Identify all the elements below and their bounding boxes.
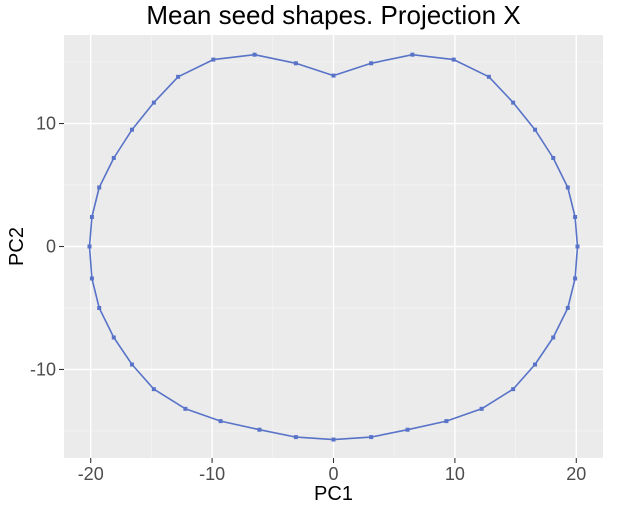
data-point: [111, 155, 116, 160]
series-layer: [87, 52, 580, 442]
data-point: [551, 335, 556, 340]
data-point: [218, 419, 223, 424]
data-point: [573, 214, 578, 219]
data-point: [410, 52, 415, 57]
x-axis: -20 -10 0 10 20: [78, 458, 586, 484]
data-point: [183, 406, 188, 411]
data-point: [551, 155, 556, 160]
data-point: [176, 74, 181, 79]
y-tick-label: 10: [36, 114, 56, 134]
data-point: [444, 419, 449, 424]
data-point: [252, 52, 257, 57]
data-point: [573, 276, 578, 281]
chart-title: Mean seed shapes. Projection X: [146, 0, 520, 30]
data-point: [257, 427, 262, 432]
y-tick-label: 0: [46, 237, 56, 257]
data-point: [129, 362, 134, 367]
x-tick-label: -20: [78, 464, 104, 484]
x-tick-label: 20: [566, 464, 586, 484]
y-axis: -10 0 10: [30, 114, 64, 379]
data-point: [533, 127, 538, 132]
data-point: [151, 100, 156, 105]
data-point: [331, 437, 336, 442]
data-point: [511, 100, 516, 105]
data-point: [479, 406, 484, 411]
data-point: [575, 244, 580, 249]
y-tick-label: -10: [30, 359, 56, 379]
data-point: [89, 214, 94, 219]
data-point: [97, 185, 102, 190]
x-axis-label: PC1: [314, 483, 353, 505]
data-point: [293, 435, 298, 440]
data-point: [533, 362, 538, 367]
x-tick-label: 10: [445, 464, 465, 484]
data-point: [331, 73, 336, 78]
data-point: [369, 61, 374, 66]
data-point: [111, 335, 116, 340]
x-tick-label: -10: [199, 464, 225, 484]
data-point: [129, 127, 134, 132]
data-point: [511, 387, 516, 392]
y-axis-label: PC2: [6, 227, 28, 266]
data-point: [405, 427, 410, 432]
data-point: [565, 305, 570, 310]
data-point: [151, 387, 156, 392]
data-point: [486, 74, 491, 79]
data-point: [369, 435, 374, 440]
data-point: [293, 61, 298, 66]
data-point: [565, 185, 570, 190]
data-point: [451, 57, 456, 62]
grid-major: [64, 35, 603, 458]
data-point: [89, 276, 94, 281]
data-point: [211, 57, 216, 62]
x-tick-label: 0: [328, 464, 338, 484]
data-point: [87, 244, 92, 249]
data-point: [97, 305, 102, 310]
